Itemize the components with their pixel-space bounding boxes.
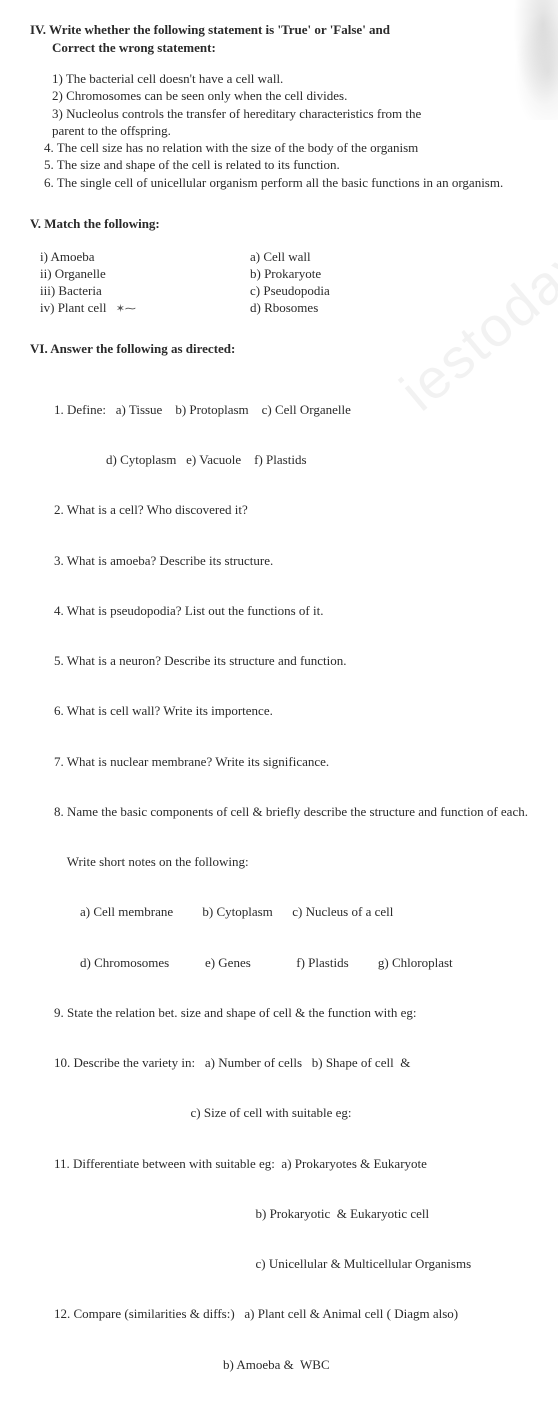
vi-q10b: c) Size of cell with suitable eg:: [54, 1105, 536, 1121]
match-right-item: a) Cell wall: [250, 249, 330, 265]
iv-item: 5. The size and shape of the cell is rel…: [44, 157, 536, 173]
vi-q2: 2. What is a cell? Who discovered it?: [54, 502, 536, 518]
match-right-item: b) Prokaryote: [250, 266, 330, 282]
vi-q8a: a) Cell membrane b) Cytoplasm c) Nucleus…: [54, 904, 536, 920]
vi-q5: 5. What is a neuron? Describe its struct…: [54, 653, 536, 669]
iv-item: 3) Nucleolus controls the transfer of he…: [52, 106, 536, 122]
vi-q11b: b) Prokaryotic & Eukaryotic cell: [54, 1206, 536, 1222]
vi-q3: 3. What is amoeba? Describe its structur…: [54, 553, 536, 569]
section-iv-title-1: IV. Write whether the following statemen…: [30, 22, 536, 38]
iv-item: 4. The cell size has no relation with th…: [44, 140, 536, 156]
match-table: i) Amoeba ii) Organelle iii) Bacteria iv…: [40, 248, 536, 317]
vi-q11: 11. Differentiate between with suitable …: [54, 1156, 536, 1172]
scribble-icon: ✶⁓: [116, 302, 136, 315]
vi-q7: 7. What is nuclear membrane? Write its s…: [54, 754, 536, 770]
vi-q12b: b) Amoeba & WBC: [54, 1357, 536, 1373]
match-left-text: iv) Plant cell: [40, 300, 106, 315]
match-right-item: c) Pseudopodia: [250, 283, 330, 299]
vi-q4: 4. What is pseudopodia? List out the fun…: [54, 603, 536, 619]
iv-item: 6. The single cell of unicellular organi…: [44, 175, 536, 191]
vi-q8b: d) Chromosomes e) Genes f) Plastids g) C…: [54, 955, 536, 971]
vi-q8: 8. Name the basic components of cell & b…: [54, 804, 536, 820]
match-left-item: iii) Bacteria: [40, 283, 250, 299]
iv-item: 1) The bacterial cell doesn't have a cel…: [52, 71, 536, 87]
section-vi-title: VI. Answer the following as directed:: [30, 341, 536, 357]
match-left-item: iv) Plant cell ✶⁓: [40, 300, 250, 316]
vi-q6: 6. What is cell wall? Write its importen…: [54, 703, 536, 719]
vi-q1b: d) Cytoplasm e) Vacuole f) Plastids: [54, 452, 536, 468]
vi-q12: 12. Compare (similarities & diffs:) a) P…: [54, 1306, 536, 1322]
section-v-title: V. Match the following:: [30, 216, 536, 232]
match-left-item: ii) Organelle: [40, 266, 250, 282]
vi-q8sub: Write short notes on the following:: [54, 854, 536, 870]
vi-q10: 10. Describe the variety in: a) Number o…: [54, 1055, 536, 1071]
vi-q1a: 1. Define: a) Tissue b) Protoplasm c) Ce…: [54, 402, 536, 418]
match-left-item: i) Amoeba: [40, 249, 250, 265]
worksheet-page: IV. Write whether the following statemen…: [0, 0, 558, 1406]
iv-item: 2) Chromosomes can be seen only when the…: [52, 88, 536, 104]
vi-q11c: c) Unicellular & Multicellular Organisms: [54, 1256, 536, 1272]
match-right-item: d) Rbosomes: [250, 300, 330, 316]
iv-item: parent to the offspring.: [52, 123, 536, 139]
section-iv-title-2: Correct the wrong statement:: [52, 40, 536, 56]
vi-q9: 9. State the relation bet. size and shap…: [54, 1005, 536, 1021]
